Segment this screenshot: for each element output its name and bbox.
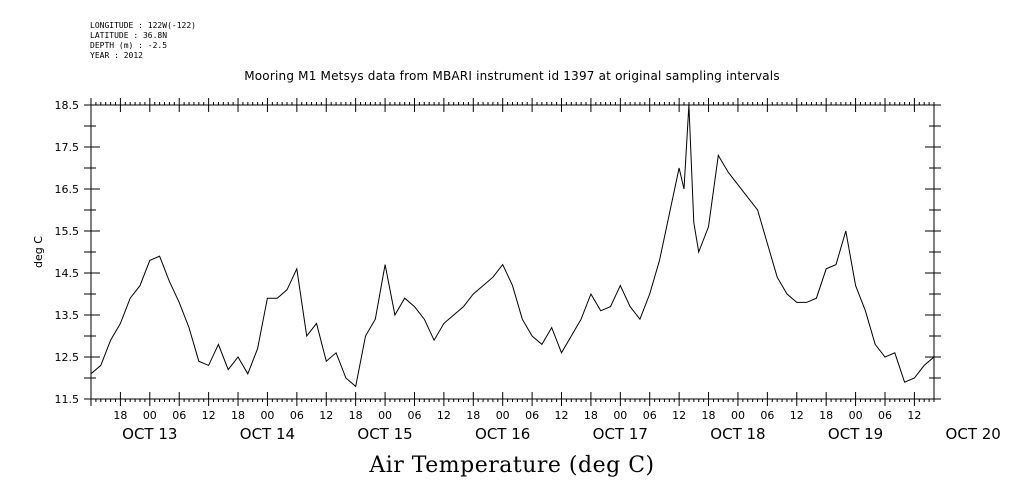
x-day-label: OCT 16	[475, 425, 530, 443]
meta-year: YEAR : 2012	[90, 51, 143, 60]
x-tick-label: 12	[319, 409, 333, 422]
x-tick-label: 12	[790, 409, 804, 422]
x-tick-label: 12	[437, 409, 451, 422]
variable-label: Air Temperature (deg C)	[369, 453, 655, 478]
x-tick-label: 00	[260, 409, 274, 422]
x-day-label: OCT 19	[828, 425, 883, 443]
x-tick-label: 12	[202, 409, 216, 422]
y-axis-label: deg C	[32, 236, 45, 268]
x-day-label: OCT 20	[946, 425, 1001, 443]
meta-latitude: LATITUDE : 36.8N	[90, 31, 168, 40]
y-tick-label: 18.5	[55, 99, 80, 112]
x-tick-label: 06	[525, 409, 539, 422]
x-tick-label: 18	[231, 409, 245, 422]
x-tick-label: 06	[643, 409, 657, 422]
x-day-label: OCT 17	[593, 425, 648, 443]
x-tick-label: 12	[555, 409, 569, 422]
air-temperature-line	[90, 104, 935, 388]
x-tick-label: 12	[672, 409, 686, 422]
x-axis: 18 00 06 12 18 00 06 12 18 00 06 12 18 00 06 12 18 00 06 12…	[90, 98, 1001, 443]
x-tick-label: 06	[172, 409, 186, 422]
y-tick-label: 14.5	[55, 267, 80, 280]
metadata-block: LONGITUDE : 122W(-122) LATITUDE : 36.8N …	[90, 21, 196, 61]
x-day-label: OCT 13	[122, 425, 177, 443]
x-tick-label: 18	[113, 409, 127, 422]
plot-frame	[90, 104, 935, 400]
x-tick-label: 18	[349, 409, 363, 422]
x-day-label: OCT 18	[710, 425, 765, 443]
x-tick-label: 00	[496, 409, 510, 422]
y-tick-label: 11.5	[55, 393, 80, 406]
meta-depth: DEPTH (m) : -2.5	[90, 41, 168, 50]
x-tick-label: 18	[466, 409, 480, 422]
x-tick-label: 18	[584, 409, 598, 422]
x-tick-label: 00	[378, 409, 392, 422]
x-tick-label: 18	[702, 409, 716, 422]
y-tick-label: 16.5	[55, 183, 80, 196]
x-tick-label: 06	[407, 409, 421, 422]
y-tick-label: 17.5	[55, 141, 80, 154]
x-tick-label: 00	[143, 409, 157, 422]
y-axis: 11.5 12.5 13.5 14.5 15.5 16.5 17.5 18.5	[55, 99, 941, 406]
x-tick-label: 00	[613, 409, 627, 422]
x-tick-label: 06	[290, 409, 304, 422]
x-day-label: OCT 14	[240, 425, 295, 443]
x-tick-label: 00	[849, 409, 863, 422]
x-tick-label: 06	[878, 409, 892, 422]
x-day-label: OCT 15	[357, 425, 412, 443]
meta-longitude: LONGITUDE : 122W(-122)	[90, 21, 196, 30]
x-tick-label: 06	[760, 409, 774, 422]
x-tick-label: 18	[819, 409, 833, 422]
y-tick-label: 15.5	[55, 225, 80, 238]
y-tick-label: 13.5	[55, 309, 80, 322]
y-tick-label: 12.5	[55, 351, 80, 364]
x-tick-label: 00	[731, 409, 745, 422]
x-tick-label: 12	[907, 409, 921, 422]
chart-title: Mooring M1 Metsys data from MBARI instru…	[244, 69, 780, 83]
